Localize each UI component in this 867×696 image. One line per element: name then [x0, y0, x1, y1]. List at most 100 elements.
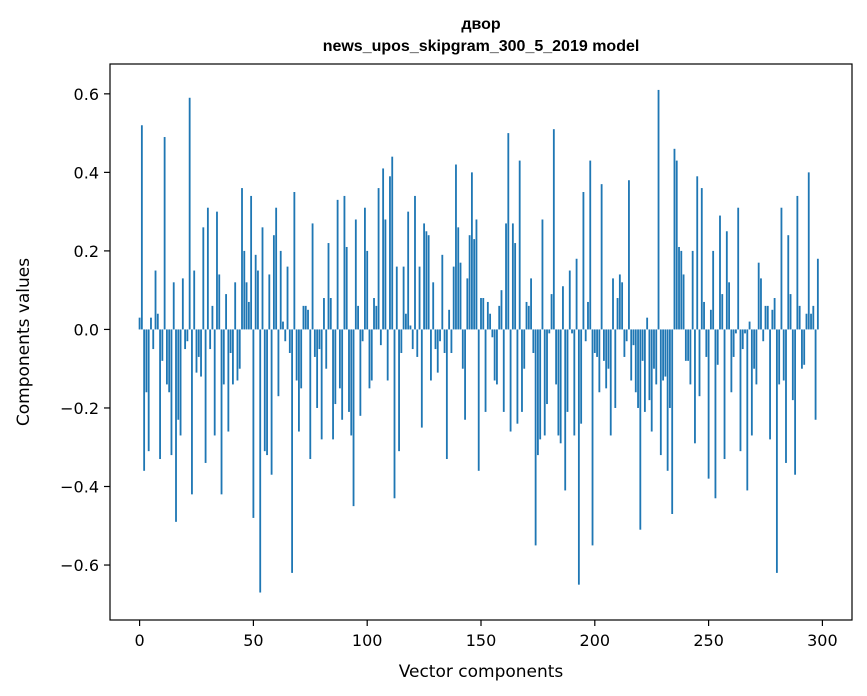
- bar: [698, 329, 701, 397]
- bar: [760, 278, 762, 330]
- bar: [550, 294, 553, 330]
- bar: [384, 219, 387, 330]
- bar: [452, 266, 455, 330]
- bar: [389, 176, 391, 330]
- bar: [159, 329, 161, 460]
- bar: [650, 329, 653, 432]
- bar: [691, 250, 694, 330]
- bar: [562, 286, 564, 330]
- bar: [154, 270, 157, 330]
- bar: [272, 235, 275, 330]
- bar: [338, 329, 341, 389]
- bar: [632, 329, 635, 346]
- bar: [507, 133, 510, 330]
- bar: [268, 274, 271, 330]
- bar: [814, 329, 817, 420]
- bar: [757, 262, 760, 330]
- chart-subtitle: news_upos_skipgram_300_5_2019 model: [323, 38, 640, 55]
- bar: [220, 329, 223, 495]
- bar: [329, 298, 332, 330]
- bar: [270, 329, 273, 475]
- bar: [810, 313, 812, 330]
- bar: [152, 329, 155, 350]
- bar: [184, 329, 187, 350]
- bar: [382, 168, 385, 330]
- bar: [318, 329, 321, 350]
- bar: [662, 329, 664, 381]
- bar: [694, 329, 696, 444]
- bar: [600, 184, 603, 330]
- x-tick-label: 200: [580, 631, 611, 650]
- bar: [521, 329, 523, 412]
- bar: [555, 329, 558, 385]
- bar: [441, 254, 444, 330]
- bar: [222, 329, 225, 385]
- bar: [332, 329, 334, 440]
- bar: [443, 329, 446, 353]
- bar: [755, 329, 758, 385]
- bar: [484, 329, 487, 412]
- bar: [625, 329, 628, 342]
- bar: [348, 329, 350, 412]
- bar: [532, 329, 535, 353]
- bar: [609, 329, 612, 436]
- bar: [375, 305, 378, 330]
- bar: [534, 329, 537, 546]
- bar: [313, 329, 316, 357]
- bar: [168, 329, 171, 393]
- bar: [250, 195, 253, 330]
- bar: [616, 298, 619, 330]
- bar: [771, 309, 774, 330]
- bar: [716, 329, 719, 365]
- bar: [247, 301, 250, 330]
- bar: [564, 329, 567, 491]
- bar: [425, 231, 428, 330]
- bar: [295, 329, 298, 381]
- bar: [741, 329, 744, 350]
- bar: [461, 329, 464, 369]
- bar: [548, 329, 551, 334]
- bar: [427, 235, 430, 330]
- bar: [634, 329, 637, 393]
- bar: [493, 329, 496, 381]
- bar: [630, 329, 633, 381]
- bar: [571, 329, 573, 334]
- bar: [282, 321, 284, 330]
- bar: [671, 329, 674, 514]
- bar: [416, 329, 419, 357]
- bar: [298, 329, 300, 432]
- bar: [753, 329, 756, 369]
- bar: [345, 246, 348, 330]
- bar: [206, 207, 209, 330]
- bar: [218, 274, 221, 330]
- bar: [407, 211, 410, 330]
- bar: [391, 156, 394, 330]
- bar: [607, 329, 610, 369]
- bar: [327, 243, 330, 330]
- bar: [682, 274, 685, 330]
- bar: [177, 329, 180, 420]
- bar: [145, 329, 148, 393]
- bar: [509, 329, 512, 432]
- bar: [316, 329, 319, 408]
- bar: [721, 294, 724, 330]
- bar: [618, 274, 621, 330]
- bar: [195, 329, 198, 373]
- bar: [598, 329, 601, 393]
- bar: [684, 329, 687, 361]
- bar: [614, 329, 617, 408]
- bar: [591, 329, 594, 546]
- bar: [566, 329, 569, 412]
- bar: [284, 329, 287, 342]
- bar: [140, 125, 143, 330]
- bar: [657, 89, 660, 330]
- bar: [603, 329, 605, 361]
- bar: [400, 329, 403, 353]
- bar: [643, 329, 646, 412]
- x-tick-label: 250: [693, 631, 724, 650]
- y-axis-ticks: −0.6 −0.4 −0.2 0.0 0.2 0.4 0.6: [60, 85, 110, 575]
- bar: [577, 329, 580, 585]
- bar: [730, 329, 733, 393]
- bar: [498, 305, 501, 330]
